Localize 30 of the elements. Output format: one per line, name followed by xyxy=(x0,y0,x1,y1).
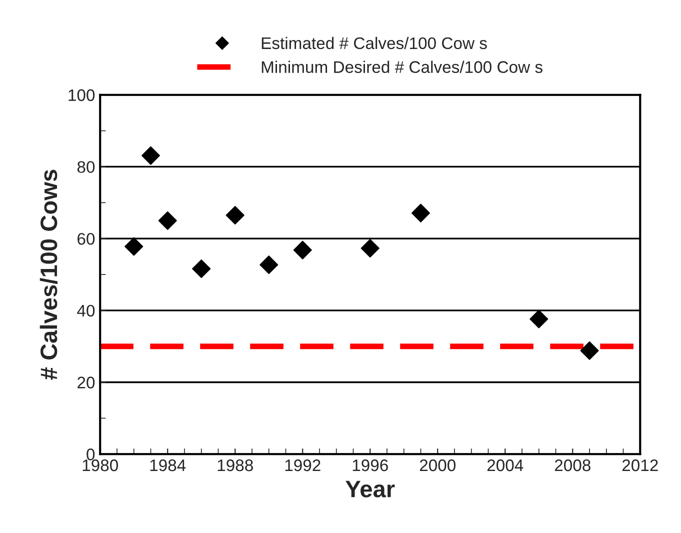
y-axis-title: # Calves/100 Cows xyxy=(40,170,58,380)
point xyxy=(411,204,430,222)
legend-label: Minimum Desired # Calves/100 Cow s xyxy=(262,60,542,73)
point xyxy=(580,341,599,360)
point xyxy=(192,259,211,278)
x-tick-label: 1980 xyxy=(82,459,118,472)
point xyxy=(141,146,160,165)
legend-label: Estimated # Calves/100 Cow s xyxy=(262,36,487,50)
point xyxy=(260,256,278,274)
x-tick-label: 2004 xyxy=(487,459,524,472)
y-tick-label: 0 xyxy=(86,448,95,460)
x-tick-label: 2008 xyxy=(554,459,590,472)
x-tick-label: 2000 xyxy=(420,459,456,472)
y-tick-label: 80 xyxy=(77,161,95,173)
x-tick-label: 1992 xyxy=(285,459,320,472)
y-tick-label: 40 xyxy=(77,304,95,317)
x-tick-label: 1988 xyxy=(218,459,253,472)
y-tick-label: 100 xyxy=(68,89,95,102)
x-tick-label: 2012 xyxy=(622,459,658,472)
point xyxy=(158,211,177,230)
point xyxy=(360,238,380,258)
point xyxy=(226,206,244,225)
point xyxy=(124,237,144,256)
point xyxy=(530,310,548,328)
x-tick-label: 1984 xyxy=(150,459,186,472)
x-tick-label: 1996 xyxy=(352,459,388,472)
y-tick-label: 60 xyxy=(78,232,95,245)
point xyxy=(293,240,312,260)
y-tick-label: 20 xyxy=(78,376,95,388)
x-axis-title: Year xyxy=(346,480,395,498)
